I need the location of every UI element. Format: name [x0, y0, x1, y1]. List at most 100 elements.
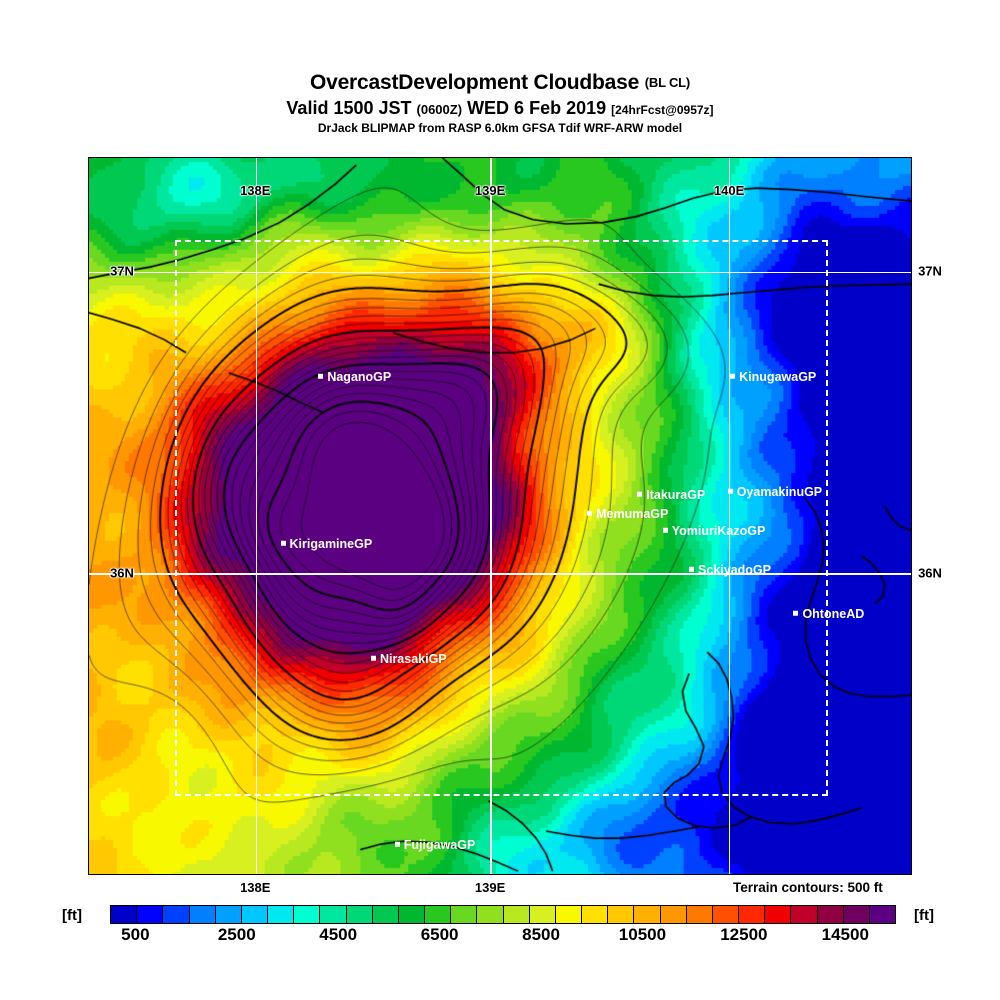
colorbar-swatch: [451, 906, 478, 923]
colorbar-swatch: [189, 906, 216, 923]
colorbar-swatch: [477, 906, 504, 923]
forecast-tag: [24hrFcst@0957z]: [611, 103, 714, 117]
station-dot-icon: [689, 567, 695, 573]
colorbar-swatch: [869, 906, 896, 923]
colorbar-swatch: [686, 906, 713, 923]
station-marker: ItakuraGP: [637, 488, 705, 501]
colorbar-tick-label: 8500: [522, 925, 560, 944]
colorbar-swatch: [634, 906, 661, 923]
colorbar-tick-label: 6500: [420, 925, 459, 944]
colorbar-swatch: [163, 906, 190, 923]
longitude-gridline: [255, 158, 258, 874]
main-title-text: OvercastDevelopment Cloudbase: [309, 71, 640, 94]
colorbar-swatch: [346, 906, 373, 923]
station-dot-icon: [394, 842, 400, 848]
colorbar-swatch: [660, 906, 687, 923]
title-block: OvercastDevelopment Cloudbase (BL CL) Va…: [0, 72, 1000, 134]
colorbar-swatch: [608, 906, 635, 923]
colorbar-swatch: [712, 906, 740, 923]
station-label: MemumaGP: [596, 506, 669, 521]
colorbar-swatch: [215, 906, 242, 923]
colorbar-swatch: [111, 906, 138, 923]
longitude-gridline: [728, 158, 731, 874]
station-label: KirigamineGP: [289, 536, 373, 551]
station-dot-icon: [370, 655, 376, 661]
station-marker: FujigawaGP: [394, 838, 476, 853]
longitude-label-top: 140E: [713, 183, 745, 198]
colorbar-swatch: [425, 906, 452, 923]
latitude-label-left: 37N: [110, 263, 134, 279]
station-marker: KirigamineGP: [280, 536, 373, 551]
colorbar-swatch: [765, 906, 792, 923]
colorbar-swatch: [320, 906, 347, 923]
model-info-line: DrJack BLIPMAP from RASP 6.0km GFSA Tdif…: [317, 121, 683, 135]
latitude-label-left: 36N: [110, 565, 134, 581]
station-dot-icon: [318, 373, 324, 379]
map-raster: [89, 158, 911, 874]
latitude-gridline: [89, 573, 911, 575]
station-marker: NirasakiGP: [370, 651, 447, 666]
colorbar-swatch: [372, 906, 399, 923]
colorbar-swatch: [137, 906, 164, 923]
longitude-gridline: [490, 158, 492, 874]
longitude-label-bottom: 139E: [474, 880, 506, 895]
colorbar-swatch: [529, 906, 556, 923]
longitude-label-top: 139E: [474, 183, 506, 198]
latitude-gridline: [89, 271, 911, 274]
colorbar-swatch: [791, 906, 818, 923]
page-title: OvercastDevelopment Cloudbase (BL CL): [0, 72, 1000, 93]
station-label: ItakuraGP: [646, 487, 706, 502]
station-dot-icon: [637, 491, 643, 497]
station-marker: KinugawaGP: [730, 371, 816, 384]
colorbar-swatch: [582, 906, 609, 923]
longitude-label-bottom: 138E: [240, 880, 271, 895]
colorbar-tick-label: 10500: [618, 925, 667, 944]
station-marker: NaganoGP: [318, 371, 391, 384]
colorbar: [ft] [ft] 500 2500 4500 6500 8500 10500 12500 1…: [0, 905, 1000, 955]
colorbar-swatch: [503, 906, 530, 923]
station-dot-icon: [280, 540, 286, 546]
valid-date: WED 6 Feb 2019: [467, 98, 607, 118]
latitude-label-right: 37N: [918, 263, 942, 279]
station-dot-icon: [793, 610, 799, 616]
station-marker: MemumaGP: [587, 506, 669, 521]
station-marker: YomiuriKazoGP: [662, 523, 766, 538]
colorbar-swatches: [110, 905, 896, 924]
terrain-contour-note: Terrain contours: 500 ft: [733, 880, 883, 895]
colorbar-tick-label: 14500: [821, 925, 869, 944]
colorbar-tick-label: 2500: [217, 925, 256, 944]
colorbar-tick-labels: 500 2500 4500 6500 8500 10500 12500 14500: [110, 925, 896, 951]
colorbar-unit-left: [ft]: [62, 907, 82, 924]
station-label: OhtoneAD: [802, 606, 865, 621]
station-dot-icon: [662, 527, 668, 533]
colorbar-tick-label: 12500: [720, 925, 768, 944]
weather-map: NaganoGP KinugawaGP OyamakinuGP ItakuraGP Me…: [88, 157, 912, 875]
station-dot-icon: [587, 510, 593, 516]
station-marker: OhtoneAD: [793, 608, 864, 621]
colorbar-swatch: [294, 906, 321, 923]
colorbar-unit-right: [ft]: [914, 907, 934, 924]
colorbar-tick-label: 4500: [319, 925, 358, 944]
station-marker: OyamakinuGP: [727, 485, 822, 498]
station-label: FujigawaGP: [403, 838, 476, 853]
station-dot-icon: [727, 488, 733, 494]
station-marker: SckiyadoGP: [689, 564, 771, 577]
colorbar-swatch: [843, 906, 870, 923]
station-label: NaganoGP: [327, 369, 392, 384]
station-label: YomiuriKazoGP: [671, 523, 766, 538]
colorbar-swatch: [817, 906, 844, 923]
colorbar-swatch: [268, 906, 295, 923]
colorbar-swatch: [398, 906, 426, 923]
colorbar-swatch: [241, 906, 269, 923]
valid-prefix: Valid 1500 JST: [286, 98, 412, 118]
colorbar-swatch: [739, 906, 766, 923]
latitude-label-right: 36N: [918, 565, 942, 581]
station-dot-icon: [730, 373, 736, 379]
colorbar-tick-label: 500: [121, 925, 150, 944]
station-label: SckiyadoGP: [698, 563, 771, 578]
colorbar-swatch: [555, 906, 583, 923]
valid-time-line: Valid 1500 JST (0600Z) WED 6 Feb 2019 [2…: [0, 99, 1000, 117]
longitude-label-top: 138E: [240, 183, 271, 198]
station-label: NirasakiGP: [379, 651, 447, 666]
forecast-domain-box: [175, 240, 828, 796]
